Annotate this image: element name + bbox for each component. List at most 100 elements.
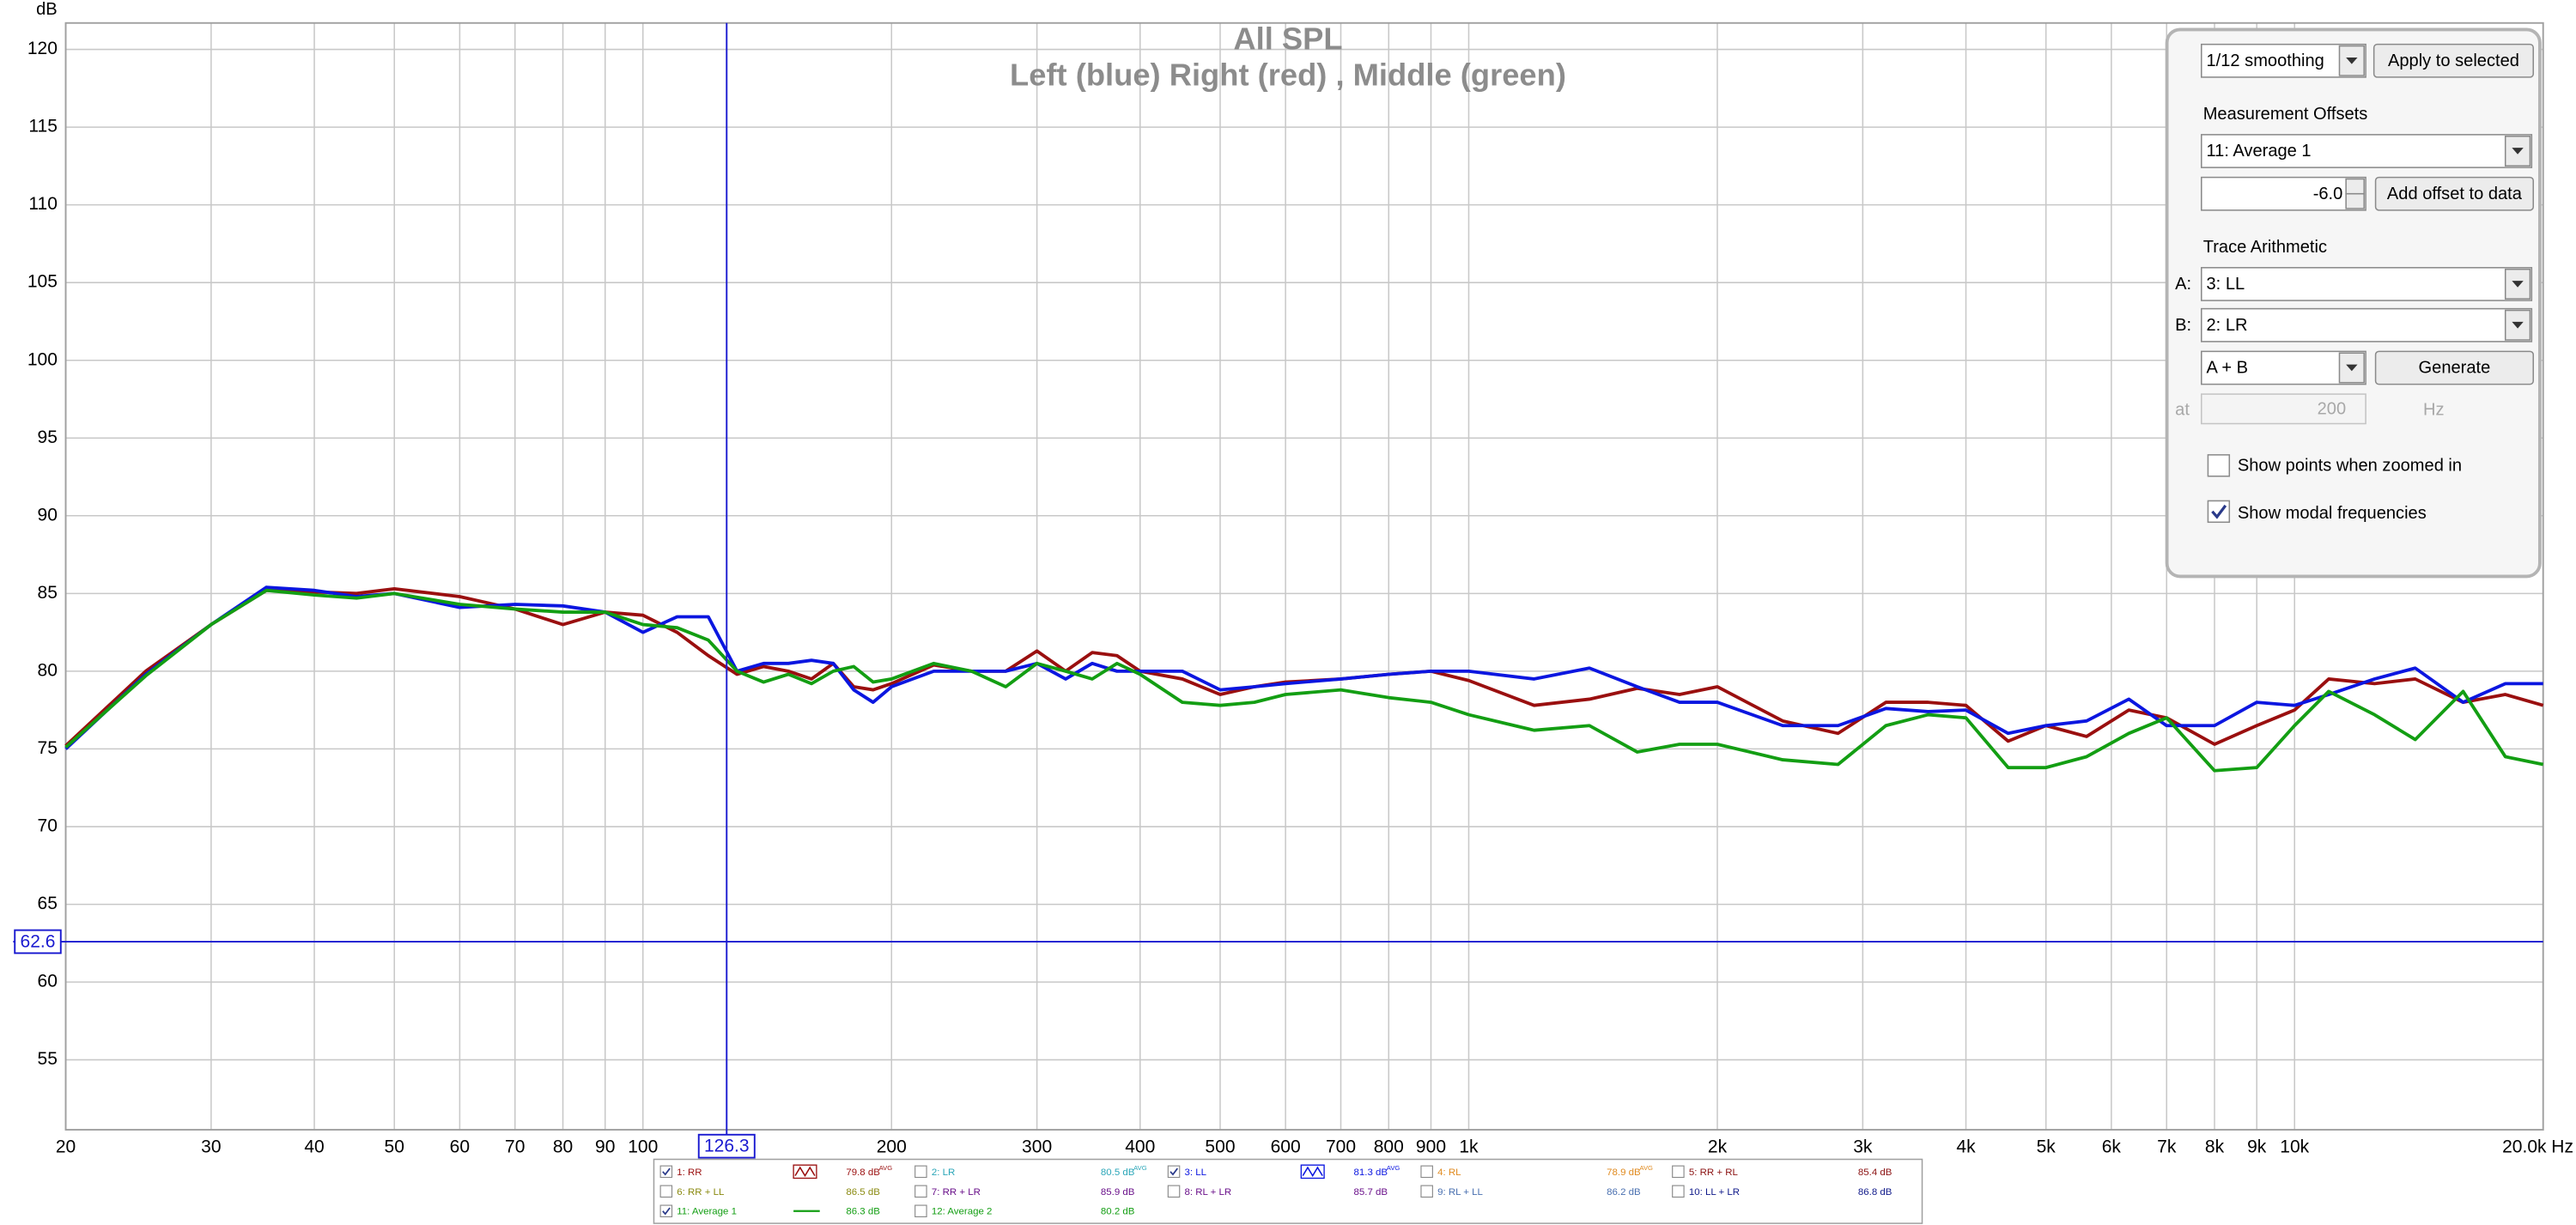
trace-level: 80.2 dB [1101,1207,1135,1217]
generate-label: Generate [2419,359,2491,378]
x-tick-label: 3k [1853,1137,1873,1157]
apply-button-label: Apply to selected [2388,52,2519,70]
trace-checkbox[interactable] [659,1165,673,1179]
add-offset-button[interactable] [2374,176,2535,211]
y-tick-label: 85 [38,583,58,603]
trace-name: 2: LR [932,1167,955,1178]
x-tick-label: 600 [1271,1137,1301,1157]
at-value: 200 [2318,400,2347,419]
trace-level-note: AVG [1133,1164,1147,1172]
x-tick-label: 20 [56,1137,76,1157]
trace-level: 86.5 dB [846,1187,880,1198]
trace-level: 85.9 dB [1101,1187,1135,1198]
trace-name: 1: RR [677,1167,702,1178]
trace-checkbox[interactable] [659,1185,673,1198]
trace-checkbox[interactable] [1672,1185,1685,1198]
trace-checkbox[interactable] [1420,1165,1433,1179]
spin-down[interactable] [2345,192,2365,209]
trace-name: 10: LL + LR [1689,1187,1740,1198]
smoothing-dropdown[interactable] [2201,43,2366,78]
smoothing-value: 1/12 smoothing [2207,52,2324,70]
checkmark [2211,504,2227,519]
checkmarks [2211,504,2227,519]
b-value: 2: LR [2207,316,2248,335]
cursor-x-box [697,1133,756,1159]
trace-level: 86.2 dB [1607,1187,1641,1198]
trace-level: 85.4 dB [1858,1167,1893,1178]
x-tick-label: 90 [595,1137,615,1157]
trace-checkbox[interactable] [914,1165,927,1179]
at-spinner [2201,393,2366,425]
x-tick-label: 400 [1125,1137,1155,1157]
trace-level: 78.9 dB [1607,1167,1641,1178]
at-unit: Hz [2423,401,2445,420]
y-tick-label: 115 [28,117,58,136]
trace-checkbox[interactable] [1420,1185,1433,1198]
trace-name: 11: Average 1 [677,1207,737,1217]
trace-checkbox[interactable] [1167,1185,1181,1198]
x-tick-label: 10k [2280,1137,2309,1157]
operation-value: A + B [2207,359,2249,378]
y-tick-label: 70 [38,816,58,836]
offset-spinner[interactable] [2201,176,2366,211]
x-tick-label: 7k [2157,1137,2177,1157]
x-tick-label: 6k [2102,1137,2122,1157]
a-value: 3: LL [2207,275,2245,294]
x-tick-label: 50 [385,1137,404,1157]
trace-name: 7: RR + LR [932,1187,981,1198]
cursor-y-box [14,929,62,955]
trace-level: 85.7 dB [1354,1187,1388,1198]
offset-trace-dropdown[interactable] [2201,134,2533,168]
apply-button[interactable] [2372,43,2535,78]
plot-frame [64,21,2544,1131]
trace-checkbox[interactable] [659,1204,673,1218]
b-label: B: [2175,316,2191,335]
spin-up[interactable] [2345,178,2365,195]
x-tick-label: 9k [2247,1137,2267,1157]
arrow-icon [2512,148,2524,155]
show-modal-checkbox[interactable] [2207,500,2231,524]
trace-line [64,588,2544,773]
trace-level-note: AVG [1387,1164,1400,1172]
trace-level-note: AVG [879,1164,893,1172]
b-dropdown[interactable] [2201,307,2533,343]
checkmark [662,1207,671,1216]
trace-checkbox[interactable] [914,1185,927,1198]
x-tick-label: 30 [201,1137,221,1157]
operation-dropdown[interactable] [2201,350,2366,385]
y-tick-label: 110 [28,194,58,214]
arrow-icon [2512,321,2524,329]
control-panel: 1/12 smoothing Apply to selected Measure… [2165,27,2542,579]
trace-level-note: AVG [1639,1164,1653,1172]
cursor-x-label: 126.3 [704,1137,750,1156]
chart-title: All SPL [1233,21,1342,56]
trace-checkbox[interactable] [1672,1165,1685,1179]
trace-name: 4: RL [1437,1167,1461,1178]
grid: 20 30 40 50 60 70 80 90 100 200 300 400 500 600 700 800… [27,22,2547,1157]
chart-subtitle: Left (blue) Right (red) , Middle (green) [1010,58,1566,93]
show-points-checkbox[interactable] [2207,454,2231,477]
x-tick-label: 2k [1708,1137,1728,1157]
a-dropdown[interactable] [2201,267,2533,301]
y-axis-label: dB [36,0,58,19]
trace-name: 5: RR + RL [1689,1167,1738,1178]
dropdown-arrow[interactable] [2504,136,2531,167]
y-tick-label: 105 [27,272,58,292]
offset-trace-value: 11: Average 1 [2207,142,2312,161]
offset-value: -6.0 [2313,185,2343,203]
trace-checkbox[interactable] [1167,1165,1181,1179]
trace-name: 8: RL + LR [1184,1187,1231,1198]
cursor: 126.3 62.6 [13,22,2543,1159]
x-tick-label: 800 [1374,1137,1404,1157]
add-offset-label: Add offset to data [2387,185,2523,203]
trace-name: 3: LL [1184,1167,1206,1178]
trace-level: 80.5 dB [1101,1167,1135,1178]
trace-level: 86.8 dB [1858,1187,1893,1198]
checkmark [662,1167,671,1176]
y-tick-label: 75 [38,738,58,758]
x-tick-label: 5k [2037,1137,2057,1157]
generate-button[interactable] [2374,350,2535,385]
trace-level: 86.3 dB [846,1207,880,1217]
trace-checkbox[interactable] [914,1204,927,1218]
